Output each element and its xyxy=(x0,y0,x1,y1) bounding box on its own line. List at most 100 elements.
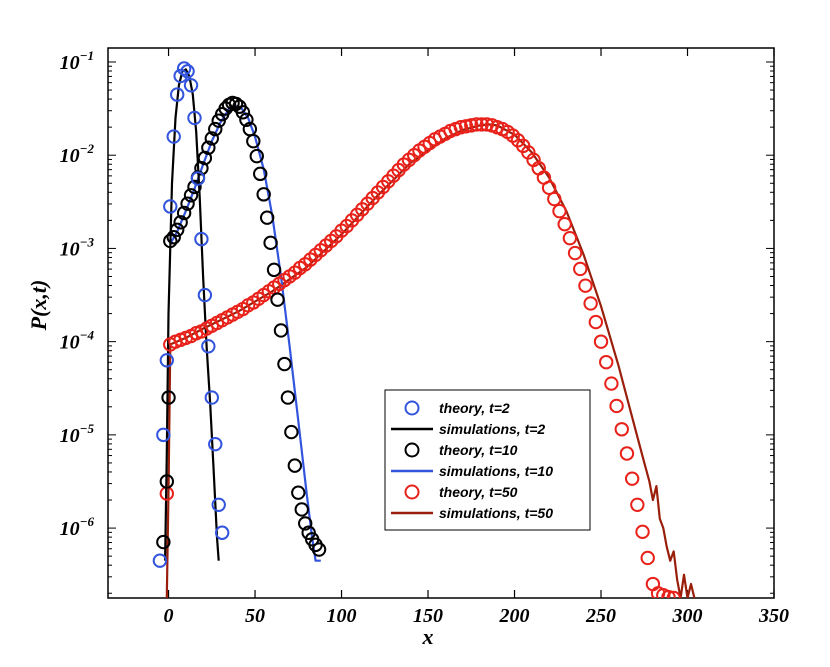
marker-theory-t-10 xyxy=(208,121,223,137)
marker-theory-t-10 xyxy=(163,233,178,249)
marker-theory-t-2 xyxy=(152,553,168,568)
marker-theory-t-2 xyxy=(194,231,209,247)
legend-marker-theory-t-2 xyxy=(404,400,420,416)
y-tick-label: 10−2 xyxy=(60,141,95,167)
marker-theory-t-50 xyxy=(562,230,578,246)
x-tick-label: 50 xyxy=(245,605,265,627)
marker-theory-t-2 xyxy=(211,497,226,512)
marker-theory-t-50 xyxy=(630,497,645,512)
x-axis-label: x xyxy=(422,624,434,649)
marker-theory-t-10 xyxy=(298,516,313,531)
marker-theory-t-10 xyxy=(180,196,195,211)
marker-theory-t-2 xyxy=(214,525,230,540)
legend-label: simulations, t=50 xyxy=(439,505,553,521)
marker-theory-t-50 xyxy=(624,471,640,486)
y-tick-exponent: −2 xyxy=(80,141,95,156)
x-tick-label: 250 xyxy=(585,605,616,627)
marker-theory-t-10 xyxy=(161,390,176,405)
marker-theory-t-2 xyxy=(204,390,219,405)
marker-theory-t-50 xyxy=(557,216,572,232)
marker-theory-t-10 xyxy=(277,356,292,372)
marker-theory-t-50 xyxy=(573,261,588,277)
marker-theory-t-2 xyxy=(197,287,213,303)
marker-theory-t-10 xyxy=(201,140,216,155)
marker-theory-t-10 xyxy=(291,485,306,500)
marker-theory-t-50 xyxy=(640,550,655,566)
marker-theory-t-10 xyxy=(294,502,309,517)
legend-label: simulations, t=10 xyxy=(439,463,553,479)
y-tick-exponent: −4 xyxy=(80,328,95,343)
marker-theory-t-50 xyxy=(464,118,479,133)
legend-label: theory, t=10 xyxy=(439,442,518,458)
marker-theory-t-10 xyxy=(176,205,192,221)
marker-theory-t-50 xyxy=(619,446,635,461)
marker-theory-t-10 xyxy=(228,96,244,112)
y-axis-label: P(x,t) xyxy=(26,280,51,332)
marker-theory-t-10 xyxy=(156,534,171,550)
marker-theory-t-10 xyxy=(266,262,282,278)
legend-label: theory, t=50 xyxy=(439,484,518,500)
marker-theory-t-50 xyxy=(547,191,562,207)
marker-theory-t-10 xyxy=(270,292,285,307)
marker-theory-t-10 xyxy=(204,131,219,146)
marker-theory-t-10 xyxy=(246,134,261,149)
marker-theory-t-50 xyxy=(656,588,671,598)
marker-theory-t-50 xyxy=(567,245,583,261)
marker-theory-t-2 xyxy=(180,64,195,79)
marker-theory-t-2 xyxy=(183,78,199,93)
legend: theory, t=2 simulations, t=2 theory, t=10 s… xyxy=(384,389,591,531)
marker-theory-t-2 xyxy=(201,339,216,354)
marker-theory-t-10 xyxy=(256,187,271,202)
legend-marker-theory-t-50 xyxy=(404,484,420,500)
x-tick-label: 200 xyxy=(499,605,530,627)
marker-theory-t-2 xyxy=(190,171,206,186)
marker-theory-t-10 xyxy=(263,235,278,251)
marker-theory-t-10 xyxy=(169,222,185,237)
x-tick-label: 350 xyxy=(758,605,789,627)
x-tick-label: 150 xyxy=(413,605,443,627)
marker-theory-t-10 xyxy=(259,210,275,225)
marker-theory-t-2 xyxy=(159,353,175,368)
marker-theory-t-10 xyxy=(235,105,251,120)
y-tick-label: 10−5 xyxy=(60,421,95,447)
marker-theory-t-50 xyxy=(469,117,484,132)
marker-theory-t-2 xyxy=(176,61,192,76)
series-line-simulations-t-2 xyxy=(164,68,220,561)
marker-theory-t-2 xyxy=(169,87,185,102)
marker-theory-t-50 xyxy=(588,314,604,330)
y-tick-label: 10−1 xyxy=(60,48,94,74)
y-tick-exponent: −5 xyxy=(80,421,95,436)
legend-label: theory, t=2 xyxy=(439,400,510,416)
marker-theory-t-2 xyxy=(156,427,171,443)
x-tick-label: 300 xyxy=(672,605,703,627)
marker-theory-t-50 xyxy=(614,422,629,437)
marker-theory-t-50 xyxy=(479,117,495,132)
marker-theory-t-10 xyxy=(187,179,202,195)
x-tick-label: 100 xyxy=(327,605,357,627)
marker-theory-t-2 xyxy=(163,199,178,214)
legend-box xyxy=(384,389,591,531)
y-tick-labels: 10−1 10−2 10−3 10−4 10−5 10−6 xyxy=(60,48,95,540)
marker-theory-t-50 xyxy=(458,119,474,134)
marker-theory-t-2 xyxy=(208,436,223,452)
y-tick-label: 10−4 xyxy=(60,328,95,354)
marker-theory-t-10 xyxy=(280,390,296,405)
marker-theory-t-50 xyxy=(583,296,598,311)
marker-theory-t-10 xyxy=(159,474,175,489)
y-tick-exponent: −6 xyxy=(80,514,95,529)
marker-theory-t-10 xyxy=(173,215,188,230)
marker-theory-t-50 xyxy=(635,524,650,540)
y-tick-exponent: −1 xyxy=(80,48,94,63)
marker-theory-t-10 xyxy=(253,166,268,182)
marker-theory-t-10 xyxy=(311,542,327,557)
marker-theory-t-50 xyxy=(599,354,614,370)
marker-theory-t-50 xyxy=(552,203,567,219)
marker-theory-t-50 xyxy=(453,120,469,135)
y-tick-label: 10−6 xyxy=(60,514,95,540)
marker-theory-t-50 xyxy=(661,589,676,598)
series-layer xyxy=(152,61,696,598)
x-tick-label: 0 xyxy=(164,605,174,627)
marker-theory-t-10 xyxy=(273,323,289,338)
marker-theory-t-50 xyxy=(666,590,681,598)
